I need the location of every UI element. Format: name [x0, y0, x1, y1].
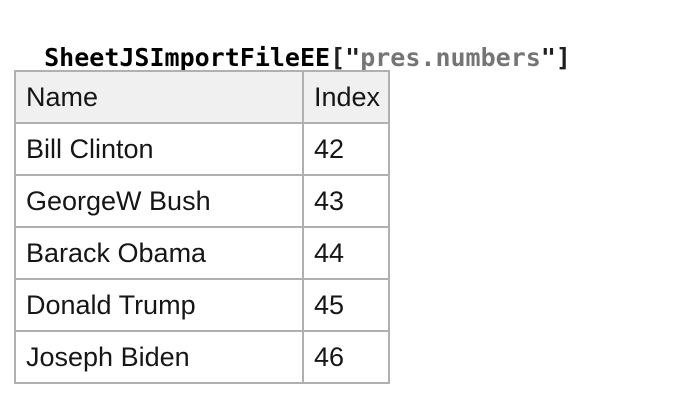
column-header-name: Name — [14, 70, 304, 124]
sheet-name: pres.numbers — [360, 43, 541, 72]
cell-name: GeorgeW Bush — [14, 174, 304, 228]
table-row: GeorgeW Bush 43 — [14, 174, 390, 228]
cell-index: 43 — [302, 174, 390, 228]
table-row: Bill Clinton 42 — [14, 122, 390, 176]
cell-index: 44 — [302, 226, 390, 280]
table-header-row: Name Index — [14, 70, 390, 124]
cell-index: 45 — [302, 278, 390, 332]
table-row: Barack Obama 44 — [14, 226, 390, 280]
workbook-name: SheetJSImportFileEE — [44, 43, 331, 72]
cell-name: Barack Obama — [14, 226, 304, 280]
close-quote-bracket: "] — [540, 43, 571, 72]
cell-index: 46 — [302, 330, 390, 384]
worksheet-code-title: SheetJSImportFileEE["pres.numbers"] — [14, 7, 571, 75]
cell-name: Joseph Biden — [14, 330, 304, 384]
open-bracket-quote: [" — [330, 43, 361, 72]
table-row: Joseph Biden 46 — [14, 330, 390, 384]
cell-index: 42 — [302, 122, 390, 176]
cell-name: Bill Clinton — [14, 122, 304, 176]
presidents-table: Name Index Bill Clinton 42 GeorgeW Bush … — [14, 70, 390, 384]
table-row: Donald Trump 45 — [14, 278, 390, 332]
column-header-index: Index — [302, 70, 390, 124]
cell-name: Donald Trump — [14, 278, 304, 332]
